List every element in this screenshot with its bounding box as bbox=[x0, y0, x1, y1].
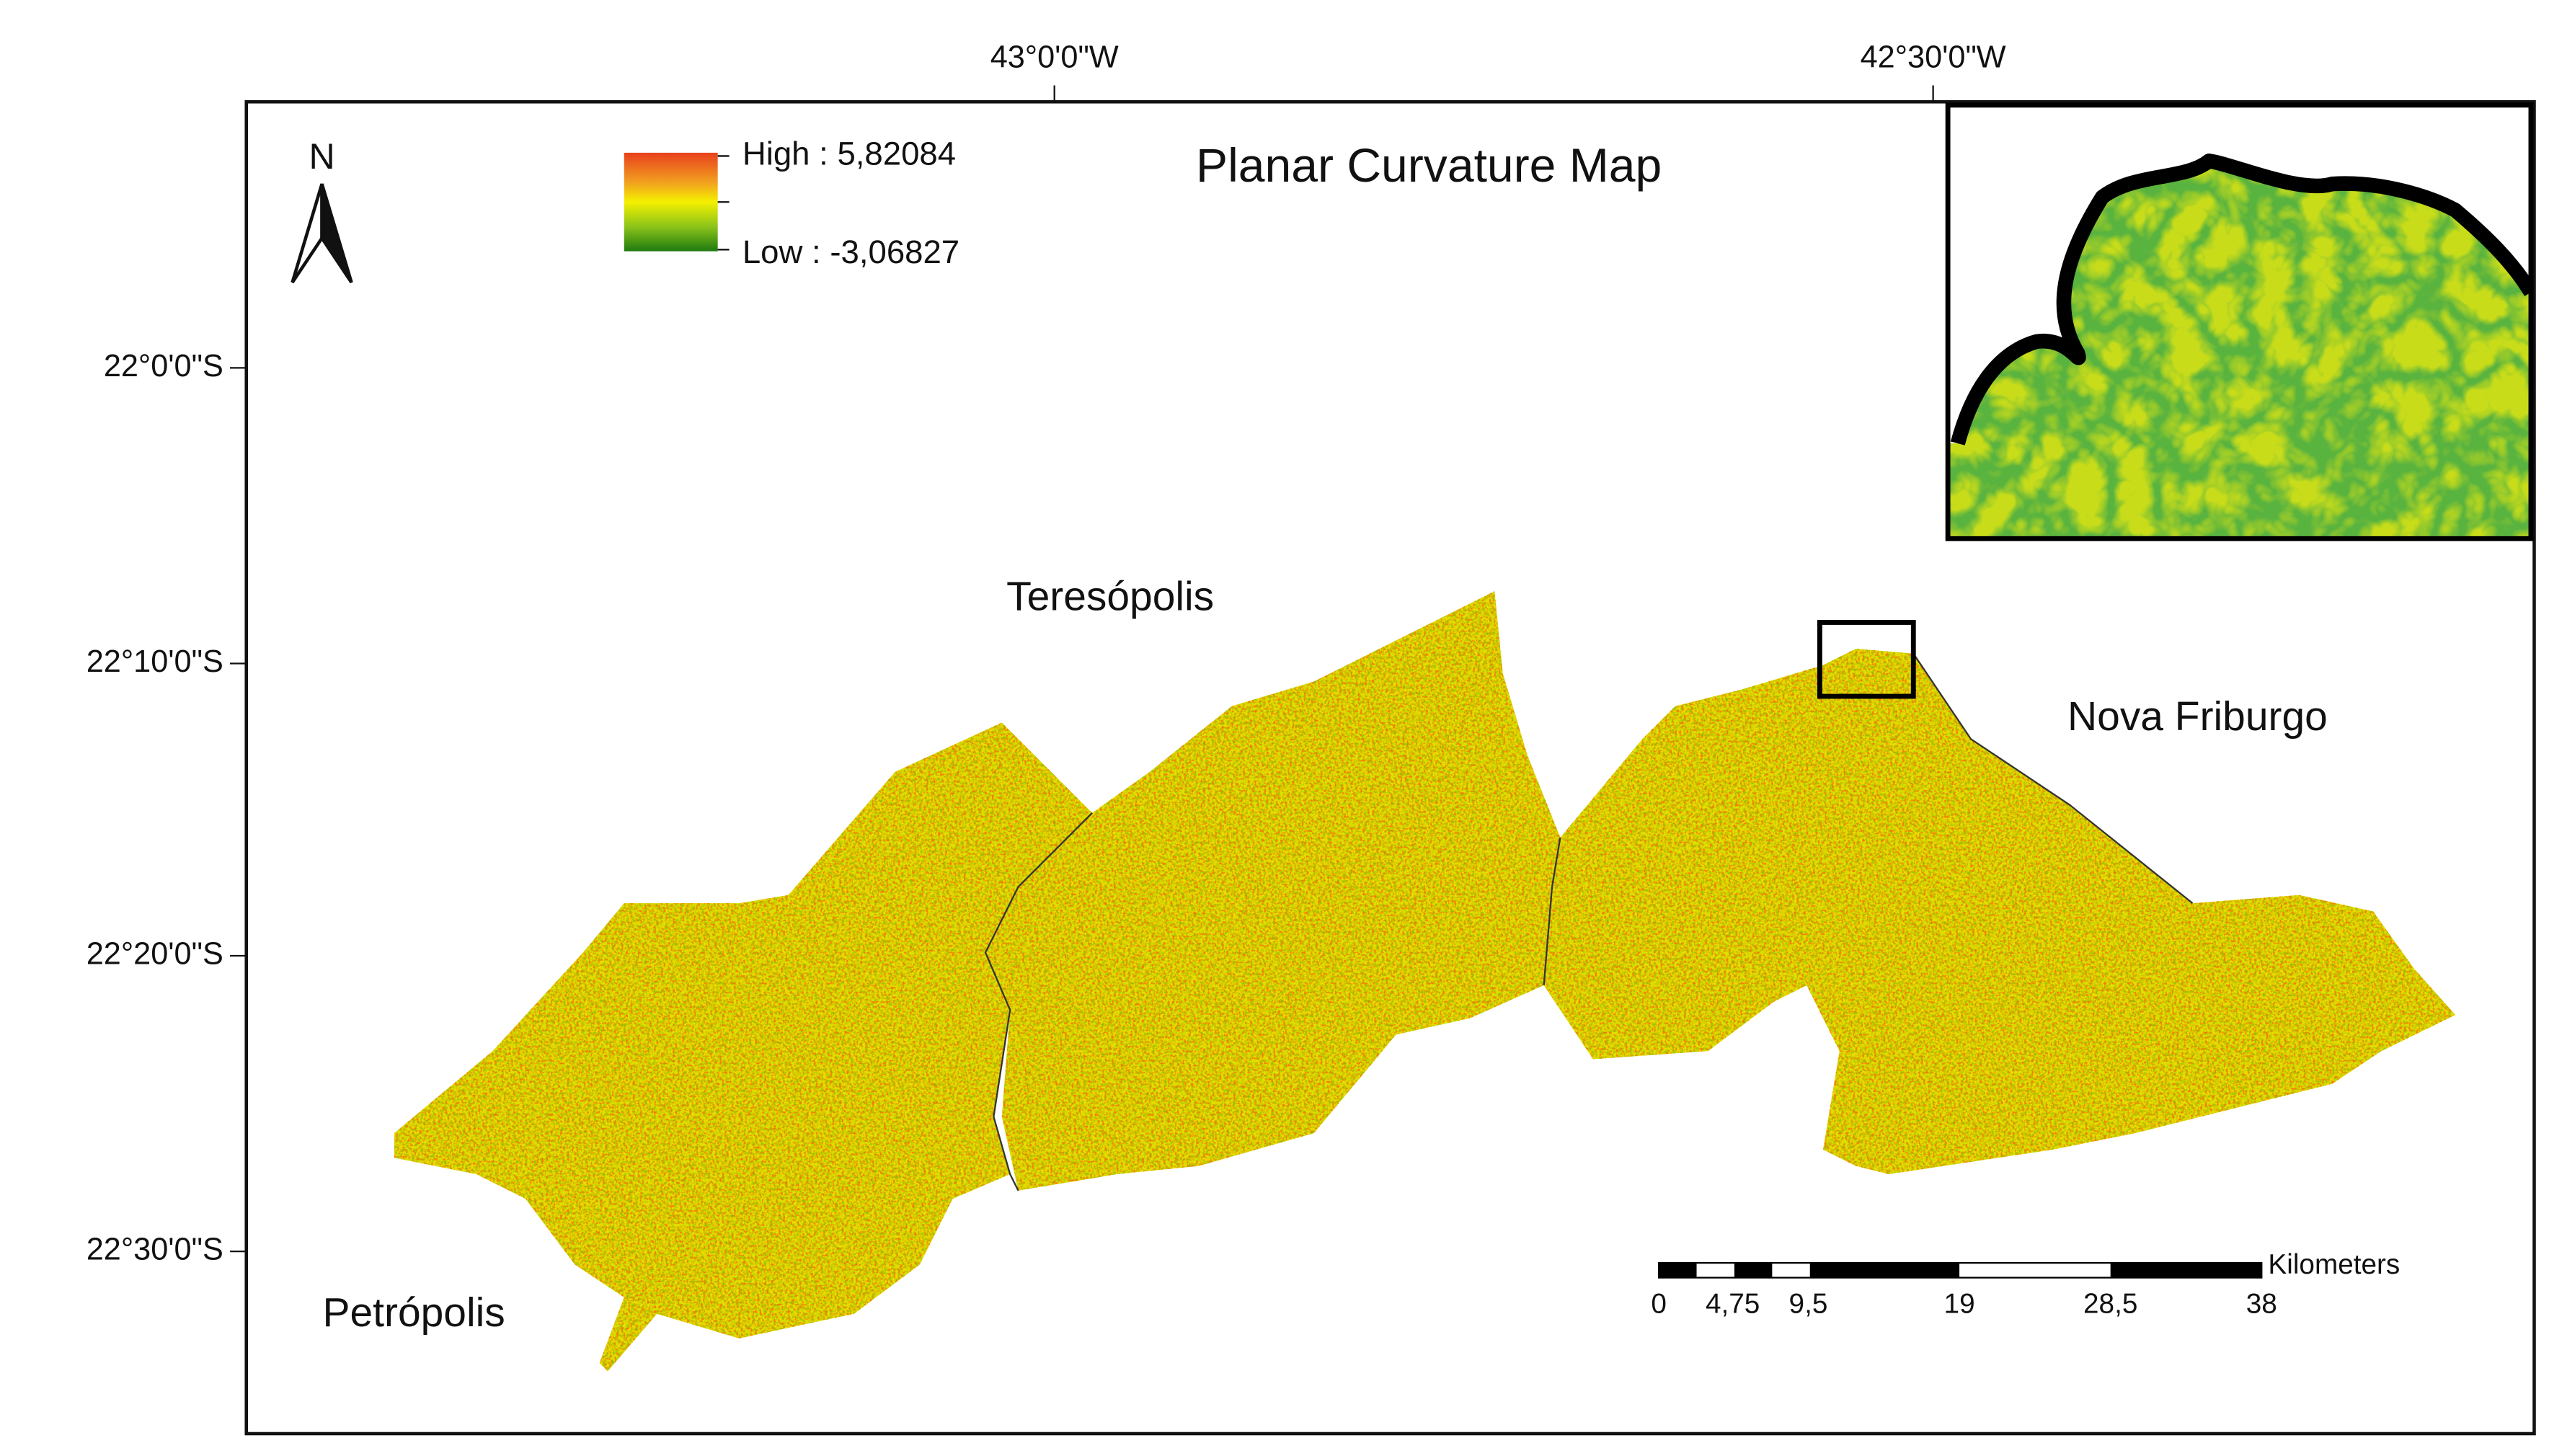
longitude-label: 43°0'0"W bbox=[990, 40, 1119, 74]
municipality-borders bbox=[984, 653, 2194, 1191]
graticule-labels: 43°0'0"W 42°30'0"W 22°0'0"S 22°10'0"S 22… bbox=[87, 40, 2006, 1266]
scale-label: 38 bbox=[2246, 1289, 2277, 1320]
north-arrow: N bbox=[291, 136, 353, 284]
map-title: Planar Curvature Map bbox=[1196, 139, 1662, 192]
scale-label: 0 bbox=[1651, 1289, 1667, 1320]
scale-label: 9,5 bbox=[1789, 1289, 1828, 1320]
legend-low: Low : -3,06827 bbox=[742, 234, 959, 270]
place-label: Nova Friburgo bbox=[2067, 693, 2328, 740]
scale-label: 28,5 bbox=[2083, 1289, 2137, 1320]
scale-label: 19 bbox=[1944, 1289, 1975, 1320]
latitude-label: 22°0'0"S bbox=[104, 349, 223, 383]
inset-locator bbox=[1817, 620, 1916, 699]
latitude-label: 22°10'0"S bbox=[87, 644, 223, 679]
place-label: Teresópolis bbox=[1006, 574, 1214, 620]
scale-label: 4,75 bbox=[1706, 1289, 1760, 1320]
legend: High : 5,82084 Low : -3,06827 bbox=[624, 135, 959, 270]
latitude-label: 22°30'0"S bbox=[87, 1233, 223, 1267]
scale-unit: Kilometers bbox=[2268, 1249, 2400, 1280]
north-label: N bbox=[309, 136, 334, 177]
place-label: Petrópolis bbox=[323, 1289, 505, 1336]
inset bbox=[1945, 102, 2534, 541]
scale-bar: Kilometers 0 4,75 9,5 19 28,5 38 bbox=[1651, 1249, 2400, 1320]
color-ramp bbox=[624, 152, 718, 252]
longitude-label: 42°30'0"W bbox=[1861, 40, 2006, 74]
legend-high: High : 5,82084 bbox=[742, 135, 956, 172]
latitude-label: 22°20'0"S bbox=[87, 936, 223, 971]
